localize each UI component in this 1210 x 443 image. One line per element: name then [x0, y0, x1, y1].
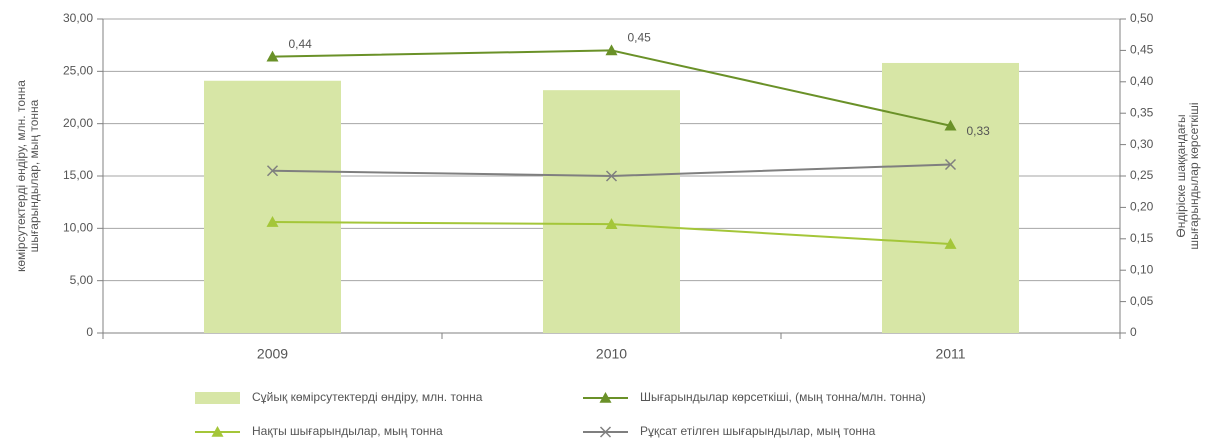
- legend-marker: [599, 426, 612, 438]
- marker: [605, 44, 618, 56]
- y2-tick-label: 0: [1130, 325, 1137, 339]
- y2-tick-label: 0,35: [1130, 105, 1154, 119]
- y2-axis-title-line: шығарындылар көрсеткіші: [1187, 102, 1201, 249]
- marker: [266, 50, 279, 62]
- y2-tick-label: 0,05: [1130, 294, 1154, 308]
- y-tick-label: 30,00: [63, 11, 93, 25]
- y-tick-label: 15,00: [63, 168, 93, 182]
- y-tick-label: 5,00: [70, 273, 94, 287]
- y2-tick-label: 0,45: [1130, 43, 1154, 57]
- legend-label: Сұйық көмірсутектерді өндіру, млн. тонна: [252, 390, 483, 404]
- legend-label: Нақты шығарындылар, мың тонна: [252, 424, 443, 438]
- legend-marker: [599, 392, 612, 403]
- data-label: 0,45: [628, 31, 652, 45]
- legend-label: Шығарындылар көрсеткіші, (мың тонна/млн.…: [640, 390, 926, 404]
- y2-axis-title-line: Өндіріске шаққандағы: [1174, 114, 1188, 237]
- bar: [543, 90, 680, 333]
- y2-axis-title: Өндіріске шаққандағы шығарындылар көрсетк…: [1174, 102, 1201, 249]
- y-tick-label: 25,00: [63, 64, 93, 78]
- y-tick-label: 0: [86, 325, 93, 339]
- x-tick-label: 2011: [935, 346, 965, 362]
- marker: [605, 218, 618, 229]
- y-axis-title: көмірсутектерді өндіру, млн. тонна шығары…: [14, 80, 41, 272]
- y2-tick-label: 0,50: [1130, 11, 1154, 25]
- marker: [944, 158, 957, 171]
- y-tick-label: 20,00: [63, 116, 93, 130]
- legend-marker: [211, 426, 224, 437]
- marker: [944, 119, 957, 131]
- y2-tick-label: 0,15: [1130, 231, 1154, 245]
- y2-tick-label: 0,25: [1130, 168, 1154, 182]
- y2-tick-label: 0,10: [1130, 262, 1154, 276]
- y-axis-title-line: шығарындылар, мың тонна: [27, 99, 41, 252]
- data-label: 0,33: [967, 124, 991, 138]
- y-tick-label: 10,00: [63, 221, 93, 235]
- bar: [204, 80, 341, 334]
- y2-tick-label: 0,40: [1130, 74, 1154, 88]
- marker: [605, 170, 618, 182]
- marker: [266, 216, 279, 227]
- marker: [944, 238, 957, 249]
- x-tick-label: 2009: [257, 346, 288, 362]
- legend-label: Рұқсат етілген шығарындылар, мың тонна: [640, 424, 876, 438]
- data-label: 0,44: [289, 37, 313, 51]
- y2-tick-label: 0,20: [1130, 200, 1154, 214]
- y-axis-title-line: көмірсутектерді өндіру, млн. тонна: [14, 80, 28, 272]
- y2-tick-label: 0,30: [1130, 137, 1154, 151]
- bar: [882, 62, 1019, 334]
- x-tick-label: 2010: [596, 346, 627, 362]
- marker: [266, 165, 279, 177]
- legend-swatch: [195, 392, 240, 404]
